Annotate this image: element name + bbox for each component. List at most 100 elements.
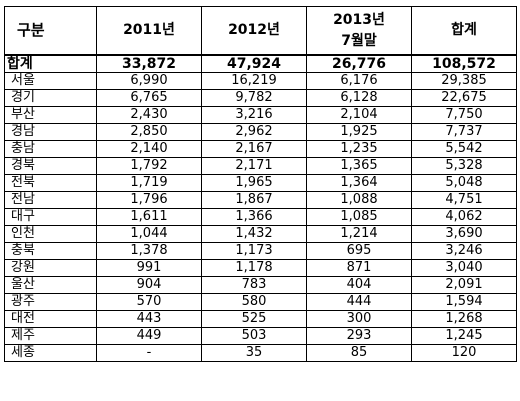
cell-2011: 991 — [96, 259, 202, 277]
cell-2013: 404 — [306, 276, 412, 294]
cell-2011: 6,765 — [96, 89, 202, 107]
cell-2011: 1,792 — [96, 157, 202, 175]
cell-sum: 2,091 — [411, 276, 517, 294]
region-label: 세종 — [4, 344, 97, 362]
cell-2013: 1,088 — [306, 191, 412, 209]
cell-2011: 1,796 — [96, 191, 202, 209]
cell-sum: 3,040 — [411, 259, 517, 277]
cell-2013: 6,128 — [306, 89, 412, 107]
cell-sum: 4,751 — [411, 191, 517, 209]
region-label: 경남 — [4, 123, 97, 141]
cell-2012: 580 — [201, 293, 307, 311]
cell-2011: 449 — [96, 327, 202, 345]
cell-2011: 2,850 — [96, 123, 202, 141]
cell-2013: 2,104 — [306, 106, 412, 124]
cell-2012: 1,432 — [201, 225, 307, 243]
region-label: 서울 — [4, 72, 97, 90]
total-2011: 33,872 — [96, 54, 202, 73]
cell-2011: 2,140 — [96, 140, 202, 158]
cell-2013: 1,925 — [306, 123, 412, 141]
region-label: 전남 — [4, 191, 97, 209]
header-2013-year: 2013년 — [333, 11, 385, 28]
cell-sum: 1,245 — [411, 327, 517, 345]
total-row: 합계 33,872 47,924 26,776 108,572 — [4, 54, 517, 73]
table-row: 경기 6,765 9,782 6,128 22,675 — [4, 89, 517, 107]
region-label: 울산 — [4, 276, 97, 294]
region-label: 부산 — [4, 106, 97, 124]
cell-sum: 5,328 — [411, 157, 517, 175]
cell-2013: 1,214 — [306, 225, 412, 243]
cell-2012: 16,219 — [201, 72, 307, 90]
cell-sum: 29,385 — [411, 72, 517, 90]
cell-sum: 22,675 — [411, 89, 517, 107]
region-label: 광주 — [4, 293, 97, 311]
table-row: 세종 -35 85 120 — [4, 344, 517, 362]
cell-2011: 904 — [96, 276, 202, 294]
cell-2013: 1,365 — [306, 157, 412, 175]
cell-2013: 444 — [306, 293, 412, 311]
cell-2013: 293 — [306, 327, 412, 345]
table-row: 대구 1,611 1,366 1,085 4,062 — [4, 208, 517, 226]
cell-2012: 2,962 — [201, 123, 307, 141]
cell-sum: 5,048 — [411, 174, 517, 192]
cell-sum: 1,268 — [411, 310, 517, 328]
total-sum: 108,572 — [411, 54, 517, 73]
region-label: 충북 — [4, 242, 97, 260]
cell-2013: 6,176 — [306, 72, 412, 90]
cell-sum: 5,542 — [411, 140, 517, 158]
table-row: 전북 1,719 1,965 1,364 5,048 — [4, 174, 517, 192]
cell-sum: 4,062 — [411, 208, 517, 226]
cell-sum: 3,690 — [411, 225, 517, 243]
cell-2011: 443 — [96, 310, 202, 328]
total-label: 합계 — [4, 54, 97, 73]
cell-2013: 695 — [306, 242, 412, 260]
cell-2011: 6,990 — [96, 72, 202, 90]
table-row: 부산 2,430 3,216 2,104 7,750 — [4, 106, 517, 124]
cell-2012: 503 — [201, 327, 307, 345]
table-row: 울산 904 783 404 2,091 — [4, 276, 517, 294]
header-sum: 합계 — [411, 6, 517, 56]
cell-2012: 1,173 — [201, 242, 307, 260]
cell-2011: 570 — [96, 293, 202, 311]
table-row: 경북 1,792 2,171 1,365 5,328 — [4, 157, 517, 175]
cell-2011: 1,719 — [96, 174, 202, 192]
cell-2012: 1,867 — [201, 191, 307, 209]
cell-2012: 2,171 — [201, 157, 307, 175]
region-label: 전북 — [4, 174, 97, 192]
region-label: 인천 — [4, 225, 97, 243]
region-label: 경기 — [4, 89, 97, 107]
total-2012: 47,924 — [201, 54, 307, 73]
cell-2013: 871 — [306, 259, 412, 277]
cell-2012: 1,178 — [201, 259, 307, 277]
header-row: 구분 2011년 2012년 2013년 7월말 합계 — [4, 6, 517, 56]
cell-sum: 1,594 — [411, 293, 517, 311]
cell-2011: 1,611 — [96, 208, 202, 226]
header-2013: 2013년 7월말 — [306, 6, 412, 56]
cell-2011: 2,430 — [96, 106, 202, 124]
cell-2013: 300 — [306, 310, 412, 328]
table-row: 제주 449 503 293 1,245 — [4, 327, 517, 345]
cell-2013: 1,235 — [306, 140, 412, 158]
table-row: 강원 991 1,178 871 3,040 — [4, 259, 517, 277]
table-row: 경남 2,850 2,962 1,925 7,737 — [4, 123, 517, 141]
cell-sum: 3,246 — [411, 242, 517, 260]
cell-2011: - — [96, 344, 202, 362]
cell-2012: 3,216 — [201, 106, 307, 124]
table-row: 충남 2,140 2,167 1,235 5,542 — [4, 140, 517, 158]
cell-sum: 7,750 — [411, 106, 517, 124]
table-header: 구분 2011년 2012년 2013년 7월말 합계 — [4, 6, 517, 56]
table-body: 합계 33,872 47,924 26,776 108,572 서울 6,990 1… — [4, 54, 517, 362]
cell-2012: 2,167 — [201, 140, 307, 158]
table-container: 구분 2011년 2012년 2013년 7월말 합계 합계 33,872 47… — [4, 6, 517, 362]
cell-2011: 1,378 — [96, 242, 202, 260]
cell-2012: 783 — [201, 276, 307, 294]
cell-2013: 1,364 — [306, 174, 412, 192]
cell-2013: 85 — [306, 344, 412, 362]
cell-2011: 1,044 — [96, 225, 202, 243]
region-label: 강원 — [4, 259, 97, 277]
table-row: 인천 1,044 1,432 1,214 3,690 — [4, 225, 517, 243]
region-label: 대구 — [4, 208, 97, 226]
total-2013: 26,776 — [306, 54, 412, 73]
table-row: 대전 443 525 300 1,268 — [4, 310, 517, 328]
cell-2012: 35 — [201, 344, 307, 362]
